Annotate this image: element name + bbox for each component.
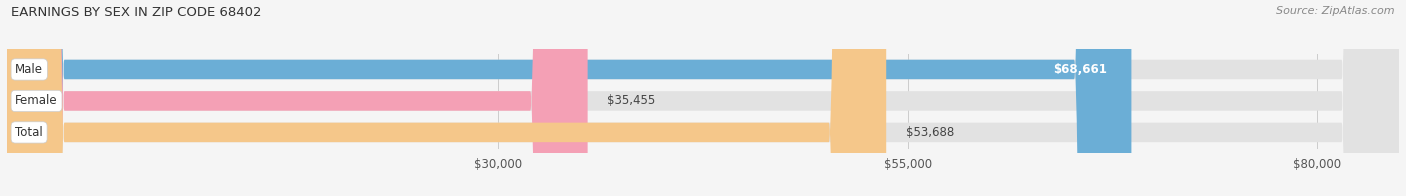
Text: $68,661: $68,661 [1053,63,1107,76]
FancyBboxPatch shape [7,0,886,196]
Text: Female: Female [15,94,58,107]
Text: Male: Male [15,63,44,76]
Text: Source: ZipAtlas.com: Source: ZipAtlas.com [1277,6,1395,16]
FancyBboxPatch shape [7,0,1399,196]
FancyBboxPatch shape [7,0,1399,196]
FancyBboxPatch shape [7,0,1132,196]
Text: EARNINGS BY SEX IN ZIP CODE 68402: EARNINGS BY SEX IN ZIP CODE 68402 [11,6,262,19]
Text: Total: Total [15,126,44,139]
Text: $35,455: $35,455 [607,94,655,107]
FancyBboxPatch shape [7,0,1399,196]
FancyBboxPatch shape [7,0,588,196]
Text: $53,688: $53,688 [905,126,955,139]
